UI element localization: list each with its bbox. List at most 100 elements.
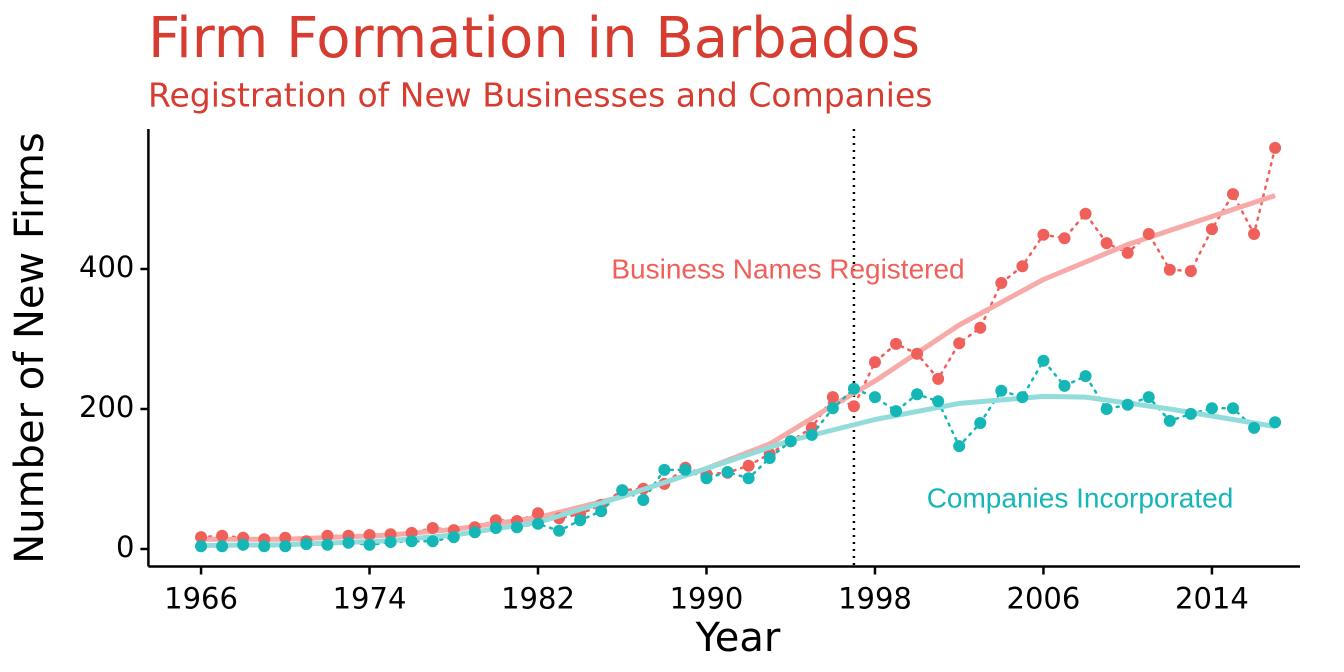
data-point — [1037, 228, 1050, 241]
data-point — [468, 526, 481, 539]
data-point — [826, 402, 839, 415]
data-point — [1269, 141, 1282, 154]
x-tick-label: 1966 — [164, 582, 238, 616]
data-point — [1226, 402, 1239, 415]
data-point — [384, 536, 397, 548]
data-point — [911, 388, 924, 401]
data-point — [995, 384, 1008, 397]
data-point — [595, 505, 608, 518]
data-point — [1205, 223, 1218, 236]
data-point — [510, 521, 523, 534]
y-tick-label: 400 — [79, 250, 134, 284]
data-point — [1100, 403, 1113, 415]
data-point — [616, 484, 629, 497]
x-tick-label: 1990 — [670, 582, 744, 616]
data-point — [700, 472, 713, 485]
data-point — [658, 463, 671, 476]
data-point — [1184, 265, 1197, 278]
data-point — [1058, 232, 1071, 245]
series-label: Companies Incorporated — [927, 482, 1234, 513]
data-point — [1121, 246, 1134, 259]
data-point — [953, 440, 966, 453]
data-line — [199, 146, 1277, 543]
data-point — [1121, 398, 1134, 411]
data-point — [784, 435, 797, 448]
x-tick-label: 1998 — [838, 582, 912, 616]
data-point — [953, 337, 966, 350]
data-point — [195, 531, 208, 544]
data-point — [1163, 263, 1176, 276]
data-point — [300, 538, 313, 551]
data-point — [911, 347, 924, 360]
data-point — [489, 522, 502, 534]
data-point — [932, 372, 945, 385]
x-tick-label: 1982 — [501, 582, 575, 616]
data-point — [1100, 237, 1113, 250]
data-point — [532, 517, 545, 530]
data-point — [195, 540, 208, 553]
data-point — [405, 535, 418, 548]
data-point — [363, 529, 376, 541]
data-point — [1226, 188, 1239, 201]
data-point — [679, 463, 692, 476]
data-point — [847, 400, 860, 413]
data-point — [216, 540, 229, 553]
data-point — [763, 452, 776, 464]
data-point — [1269, 416, 1282, 429]
data-point — [237, 538, 250, 551]
data-line — [199, 358, 1277, 548]
data-point — [321, 538, 334, 551]
data-point — [1016, 260, 1029, 273]
y-axis-title: Number of New Firms — [7, 132, 53, 563]
data-point — [1058, 379, 1071, 392]
data-point — [1142, 228, 1155, 240]
data-point — [868, 356, 881, 369]
data-point — [637, 494, 650, 506]
data-point — [974, 417, 987, 429]
data-point — [1079, 370, 1092, 383]
data-point — [1079, 207, 1092, 220]
chart-subtitle: Registration of New Businesses and Compa… — [148, 76, 932, 115]
data-point — [932, 395, 945, 408]
y-tick-label: 0 — [116, 530, 134, 564]
data-point — [974, 321, 987, 334]
data-point — [890, 405, 903, 418]
data-point — [721, 466, 734, 478]
data-point — [847, 382, 860, 395]
data-point — [532, 507, 545, 520]
data-point — [1248, 228, 1261, 240]
data-point — [1016, 391, 1029, 404]
data-point — [279, 531, 292, 544]
data-point — [1037, 354, 1050, 367]
data-point — [405, 526, 418, 539]
data-point — [342, 536, 355, 549]
data-point — [426, 522, 439, 534]
data-point — [890, 337, 903, 350]
x-tick-label: 2014 — [1175, 582, 1249, 616]
x-tick-label: 1974 — [333, 582, 407, 616]
data-point — [1248, 421, 1261, 434]
data-point — [1184, 407, 1197, 420]
data-point — [553, 524, 566, 537]
x-axis-title: Year — [695, 615, 781, 661]
data-point — [1142, 391, 1155, 404]
x-tick-label: 2006 — [1007, 582, 1081, 616]
data-point — [995, 277, 1008, 289]
data-point — [1205, 402, 1218, 415]
data-point — [216, 529, 229, 542]
data-point — [321, 529, 334, 542]
series-label: Business Names Registered — [611, 253, 964, 284]
data-point — [868, 391, 881, 404]
chart-title: Firm Formation in Barbados — [148, 6, 920, 71]
data-point — [279, 540, 292, 553]
data-point — [574, 514, 587, 527]
data-point — [826, 391, 839, 404]
data-point — [258, 540, 271, 553]
trend-line — [201, 393, 1276, 548]
data-point — [363, 538, 376, 551]
data-point — [447, 531, 460, 544]
data-point — [805, 428, 818, 441]
data-point — [426, 535, 439, 548]
data-point — [1163, 414, 1176, 427]
